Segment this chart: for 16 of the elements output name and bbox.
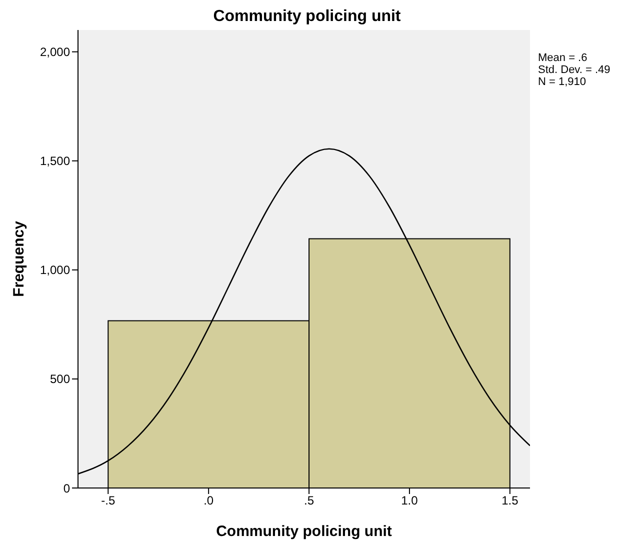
x-tick-label: 1.0 <box>401 494 418 508</box>
y-tick-label: 1,500 <box>40 154 70 168</box>
text: N = 1,910 <box>538 76 588 88</box>
x-axis-title: Community policing unit <box>216 523 392 540</box>
y-tick-label: 1,000 <box>40 263 70 278</box>
y-tick-label: 2,000 <box>40 45 70 60</box>
x-tick-label: .0 <box>204 494 214 508</box>
y-axis-title: Frequency <box>10 220 28 297</box>
x-tick-label: .5 <box>304 494 314 508</box>
text: Std. Dev. = .49 <box>538 64 610 76</box>
text: Mean = .6 <box>538 52 588 64</box>
y-tick-label: 0 <box>63 481 70 496</box>
x-tick-label: 1.5 <box>502 494 519 508</box>
y-tick-label: 500 <box>50 372 70 386</box>
x-tick-label: -.5 <box>101 494 116 508</box>
chart-title: Community policing unit <box>212 8 402 26</box>
